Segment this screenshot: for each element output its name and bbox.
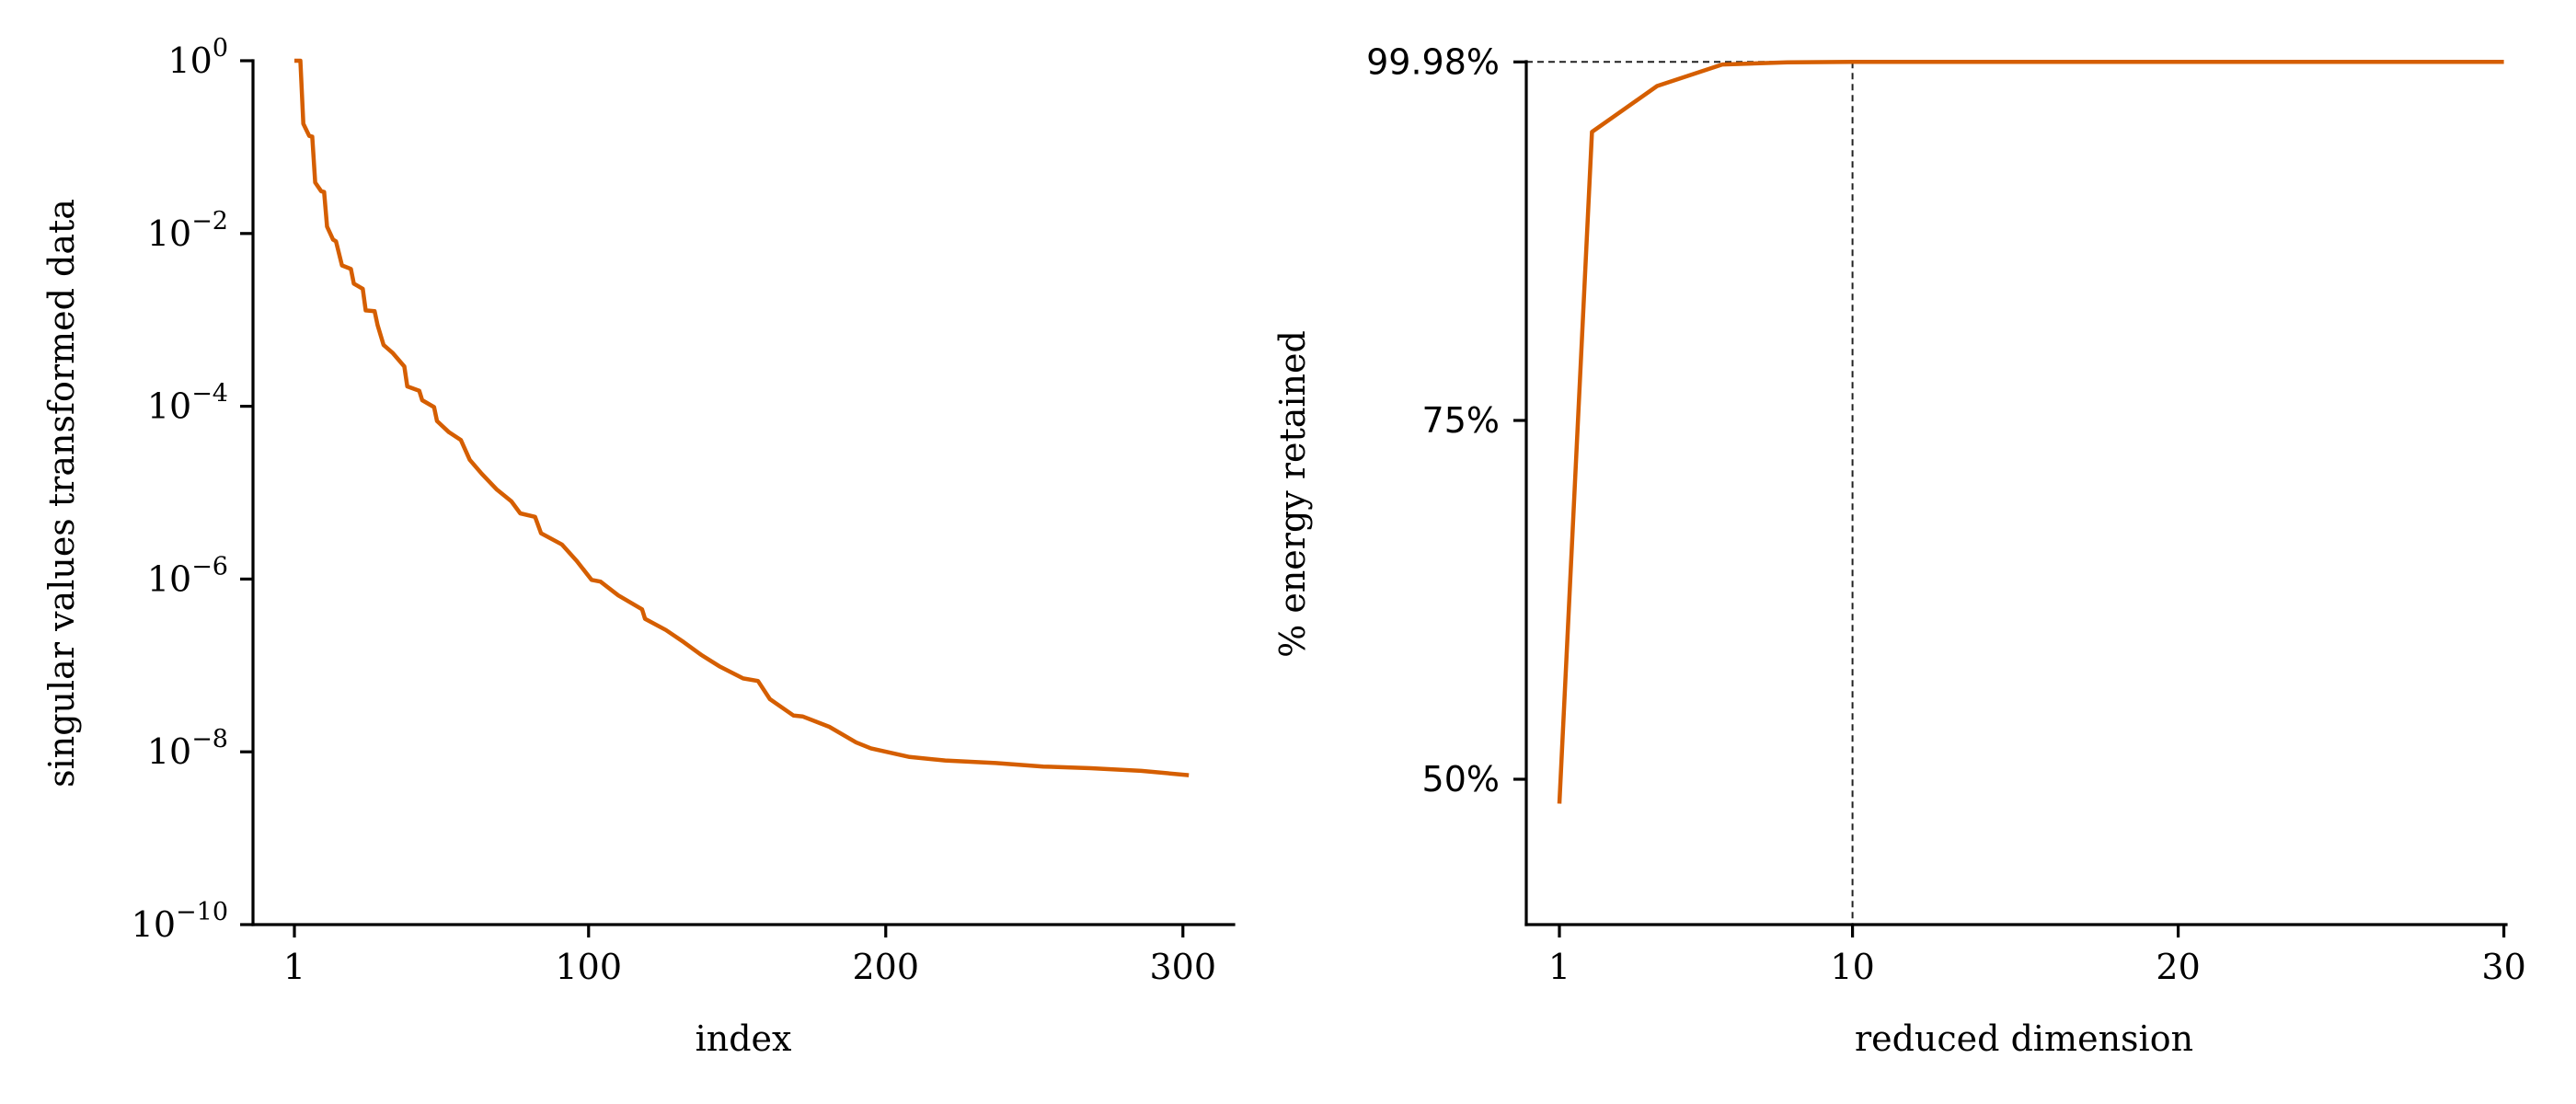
- y-tick-label: 99.98%: [1366, 41, 1500, 82]
- left-x-axis-label: index: [696, 1018, 792, 1059]
- singular-values-plot: 100 10−2 10−4 10−6 10−8 10−10 1 100 200 300 inde…: [41, 34, 1236, 1059]
- x-tick-label: 1: [283, 947, 305, 987]
- x-tick-label: 300: [1150, 947, 1217, 987]
- reference-dashed-lines: [1526, 61, 1854, 925]
- left-y-axis-label: singular values transformed data: [41, 199, 82, 788]
- left-y-ticks: 100 10−2 10−4 10−6 10−8 10−10: [132, 34, 253, 945]
- y-tick-label: 100: [167, 34, 228, 81]
- singular-values-polyline: [294, 58, 1190, 777]
- energy-retained-plot: 50% 75% 99.98% 1 10 20 30 reduced dimension %…: [1272, 41, 2526, 1059]
- y-tick-label: 10−6: [147, 552, 228, 599]
- right-x-ticks: 1 10 20 30: [1548, 925, 2526, 987]
- x-tick-label: 30: [2481, 947, 2525, 987]
- x-tick-label: 200: [853, 947, 920, 987]
- left-x-ticks: 1 100 200 300: [283, 925, 1216, 987]
- energy-retained-line: [1557, 60, 2504, 804]
- y-tick-label: 75%: [1422, 400, 1500, 441]
- x-tick-label: 100: [556, 947, 623, 987]
- singular-values-line: [294, 58, 1190, 777]
- y-tick-label: 10−10: [132, 898, 228, 945]
- y-tick-label: 10−4: [147, 380, 228, 427]
- x-tick-label: 20: [2156, 947, 2200, 987]
- x-tick-label: 1: [1548, 947, 1570, 987]
- right-y-axis-label: % energy retained: [1272, 330, 1313, 658]
- x-tick-label: 10: [1830, 947, 1874, 987]
- y-tick-label: 10−8: [147, 725, 228, 772]
- y-tick-label: 50%: [1422, 759, 1500, 799]
- right-y-ticks: 50% 75% 99.98%: [1366, 41, 1526, 799]
- energy-retained-polyline: [1557, 60, 2504, 804]
- y-tick-label: 10−2: [147, 207, 228, 254]
- right-x-axis-label: reduced dimension: [1855, 1018, 2193, 1059]
